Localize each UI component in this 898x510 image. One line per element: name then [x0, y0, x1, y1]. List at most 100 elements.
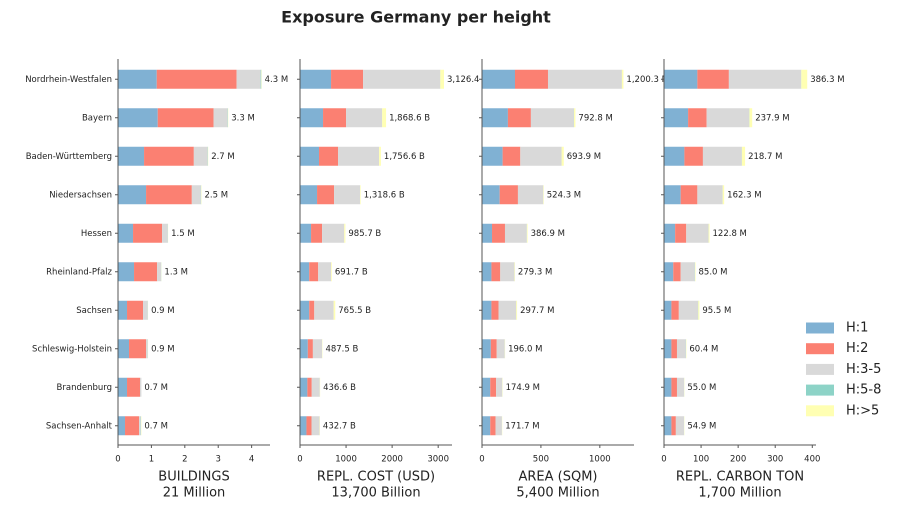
legend-label: H:1	[846, 321, 868, 336]
bar-segment	[300, 185, 318, 205]
bar-segment	[680, 262, 695, 282]
bar-segment	[344, 223, 346, 243]
x-tick-label: 500	[533, 455, 549, 465]
value-label: 218.7 M	[748, 152, 782, 162]
bar-segment	[118, 69, 157, 89]
bar-segment	[118, 108, 158, 128]
bar-segment	[118, 262, 135, 282]
value-label: 0.9 M	[151, 306, 175, 316]
bar-segment	[213, 108, 228, 128]
bar-segment	[140, 377, 142, 397]
bar-segment	[300, 262, 310, 282]
bar-segment	[300, 339, 308, 359]
bar-segment	[664, 185, 681, 205]
value-label: 95.5 M	[702, 306, 731, 316]
bar-segment	[507, 108, 531, 128]
bar-segment	[191, 185, 201, 205]
bar-segment	[664, 108, 689, 128]
bar-segment	[311, 223, 323, 243]
value-label: 55.0 M	[687, 383, 716, 393]
bar-segment	[382, 108, 387, 128]
x-tick-label: 200	[730, 455, 746, 465]
bar-segment	[157, 108, 214, 128]
value-label: 0.7 M	[144, 421, 168, 431]
bar-segment	[300, 416, 307, 436]
value-label: 237.9 M	[755, 113, 789, 123]
bar-segment	[664, 69, 698, 89]
x-tick-label: 100	[693, 455, 709, 465]
bar-segment	[300, 69, 332, 89]
bar-segment	[673, 262, 681, 282]
bar-segment	[309, 300, 315, 320]
bar-segment	[482, 223, 493, 243]
bar-segment	[676, 339, 686, 359]
x-tick-label: 1000	[589, 455, 611, 465]
bar-segment	[311, 416, 320, 436]
value-label: 3,126.4 B	[447, 75, 488, 85]
bar-segment	[157, 262, 162, 282]
bar-segment	[162, 223, 168, 243]
bar-segment	[118, 300, 128, 320]
value-label: 487.5 B	[325, 344, 358, 354]
bar-segment	[697, 185, 723, 205]
legend-swatch	[806, 343, 834, 355]
bar-segment	[502, 146, 521, 166]
bar-segment	[688, 108, 707, 128]
x-tick-label: 1000	[335, 455, 357, 465]
bar-segment	[143, 300, 148, 320]
value-label: 1.5 M	[171, 229, 195, 239]
value-label: 2.7 M	[211, 152, 235, 162]
bar-segment	[129, 339, 147, 359]
bar-segment	[300, 223, 312, 243]
x-axis-label: AREA (SQM)	[518, 470, 597, 485]
x-tick-label: 2	[182, 455, 187, 465]
value-label: 985.7 B	[348, 229, 381, 239]
x-tick-label: 0	[115, 455, 120, 465]
value-label: 54.9 M	[687, 421, 716, 431]
bar-segment	[702, 146, 742, 166]
bar-segment	[694, 262, 696, 282]
bar-segment	[686, 223, 709, 243]
bar-segment	[360, 185, 361, 205]
bar-segment	[722, 185, 725, 205]
value-label: 524.3 M	[547, 190, 581, 200]
bar-segment	[621, 69, 624, 89]
bar-segment	[671, 339, 677, 359]
bar-segment	[676, 377, 685, 397]
value-label: 1,318.6 B	[364, 190, 405, 200]
legend-label: H:>5	[846, 403, 879, 418]
value-label: 60.4 M	[689, 344, 718, 354]
x-tick-label: 400	[804, 455, 820, 465]
bar-segment	[561, 146, 564, 166]
legend-label: H:3-5	[846, 362, 881, 377]
figure-title: Exposure Germany per height	[281, 8, 551, 27]
bar-segment	[482, 185, 500, 205]
bar-segment	[379, 146, 381, 166]
legend-swatch	[806, 322, 834, 334]
y-tick-label: Nordrhein-Westfalen	[25, 75, 112, 85]
y-tick-label: Sachsen-Anhalt	[46, 421, 113, 431]
bar-segment	[118, 146, 145, 166]
bar-segment	[492, 223, 505, 243]
value-label: 122.8 M	[713, 229, 747, 239]
bar-segment	[363, 69, 441, 89]
value-label: 2.5 M	[205, 190, 229, 200]
bar-segment	[517, 185, 544, 205]
bar-segment	[118, 223, 134, 243]
bar-segment	[496, 377, 503, 397]
value-label: 1,756.6 B	[384, 152, 425, 162]
x-tick-label: 300	[767, 455, 783, 465]
bar-segment	[440, 69, 445, 89]
bar-segment	[671, 416, 676, 436]
bar-segment	[491, 262, 501, 282]
bar-segment	[482, 262, 492, 282]
x-tick-label: 2000	[381, 455, 403, 465]
bar-segment	[144, 146, 194, 166]
x-tick-label: 0	[661, 455, 666, 465]
bar-segment	[495, 416, 502, 436]
bar-segment	[675, 223, 687, 243]
bar-segment	[317, 185, 335, 205]
bar-segment	[139, 416, 141, 436]
bar-segment	[331, 262, 332, 282]
bar-segment	[490, 416, 496, 436]
